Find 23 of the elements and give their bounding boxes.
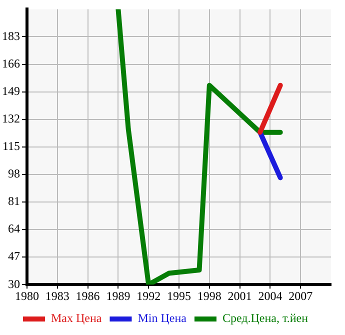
x-tick-label: 1989 (106, 288, 130, 303)
x-tick-label: 1995 (167, 288, 191, 303)
y-tick-label: 149 (2, 84, 20, 98)
x-tick-label: 2001 (228, 288, 252, 303)
x-tick-label: 2007 (288, 288, 313, 303)
y-tick-label: 81 (8, 194, 20, 208)
legend-label: Min Цена (138, 311, 188, 326)
x-tick-label: 1980 (15, 288, 39, 303)
x-tick-label: 1998 (197, 288, 222, 303)
y-tick-label: 183 (2, 28, 20, 43)
legend-label: Max Цена (50, 311, 102, 326)
y-tick-label: 115 (2, 139, 20, 154)
x-tick-label: 1992 (136, 288, 161, 303)
legend-label: Сред.Цена, т.йен (222, 311, 309, 326)
y-tick-label: 64 (8, 222, 20, 236)
y-tick-label: 132 (2, 112, 20, 126)
y-tick-label: 47 (8, 249, 20, 264)
y-tick-label: 30 (8, 276, 20, 291)
x-tick-label: 2004 (258, 288, 282, 303)
x-tick-label: 1983 (45, 288, 70, 303)
x-tick-label: 1986 (76, 288, 100, 303)
y-tick-label: 98 (8, 166, 20, 181)
y-tick-label: 166 (2, 56, 20, 70)
